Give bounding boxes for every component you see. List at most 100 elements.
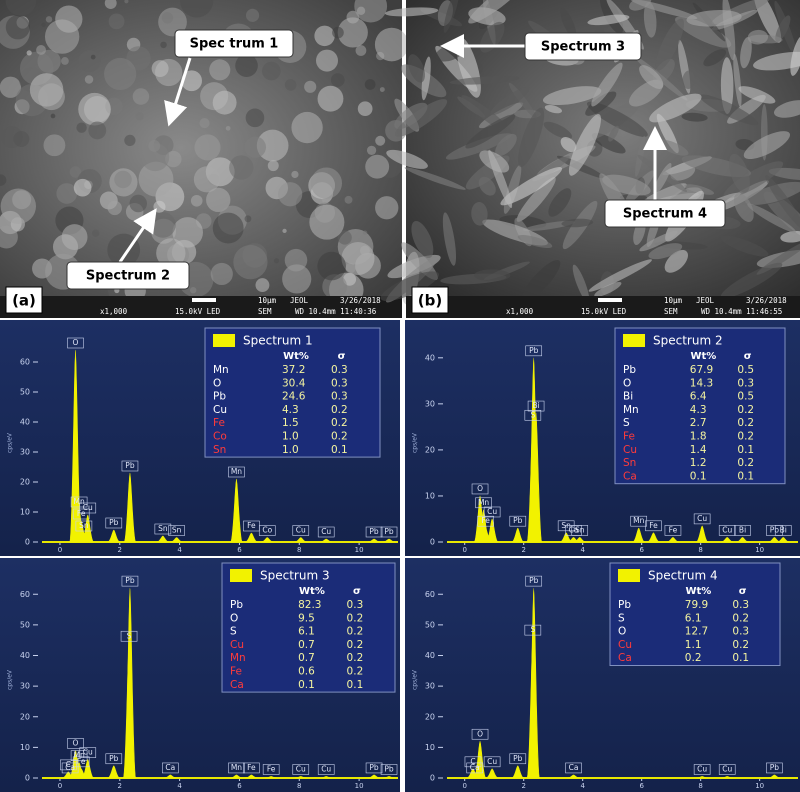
peak-label: Cu <box>83 503 93 512</box>
y-tick-label: 10 <box>20 743 30 752</box>
peak-label: Pb <box>513 754 523 763</box>
table-header: σ <box>338 351 346 362</box>
wt-value: 0.2 <box>685 652 702 664</box>
y-tick-label: 20 <box>425 445 435 454</box>
peak-label: O <box>477 484 483 493</box>
element: Mn <box>623 404 639 416</box>
x-tick-label: 4 <box>177 546 182 554</box>
element: Mn <box>213 364 229 376</box>
sigma-value: 0.2 <box>347 652 364 664</box>
texture <box>136 112 144 120</box>
wt-value: 12.7 <box>685 626 708 638</box>
peak-label: Cu <box>296 764 306 773</box>
sigma-value: 0.3 <box>347 599 364 611</box>
y-tick-label: 40 <box>425 353 435 362</box>
x-tick-label: 8 <box>297 546 301 554</box>
element: Fe <box>213 417 225 429</box>
peak-label: S <box>530 410 535 419</box>
element: Pb <box>623 364 636 376</box>
peak-label: Pb <box>384 764 394 773</box>
texture <box>229 155 253 179</box>
x-tick-label: 8 <box>698 782 702 790</box>
texture <box>44 134 66 156</box>
info-text: 10µm <box>258 296 277 305</box>
x-tick-label: 2 <box>118 782 122 790</box>
table-title: Spectrum 1 <box>243 334 313 348</box>
texture <box>363 230 367 234</box>
sigma-value: 0.2 <box>737 404 754 416</box>
y-tick-label: 40 <box>20 418 30 427</box>
texture <box>133 88 150 105</box>
element: Ca <box>618 652 632 664</box>
legend-swatch <box>618 569 640 582</box>
sigma-value: 0.2 <box>737 457 754 469</box>
info-text: JEOL <box>696 296 715 305</box>
peak-label: S <box>127 631 132 640</box>
texture <box>375 28 409 62</box>
sigma-value: 0.2 <box>331 404 348 416</box>
texture <box>274 258 279 263</box>
wt-value: 6.4 <box>690 391 707 403</box>
peak-label: Fe <box>669 525 678 534</box>
texture <box>332 27 344 39</box>
peak-label: Pb <box>109 754 119 763</box>
element: Ca <box>230 679 244 691</box>
sigma-value: 0.2 <box>331 431 348 443</box>
wt-value: 2.7 <box>690 417 707 429</box>
texture <box>160 42 166 48</box>
info-text: SEM <box>258 307 272 316</box>
x-tick-label: 6 <box>237 546 242 554</box>
texture <box>357 7 365 15</box>
y-tick-label: 10 <box>425 491 435 500</box>
texture <box>345 196 353 204</box>
scale-bar <box>598 298 622 302</box>
element: Cu <box>230 639 244 651</box>
wt-value: 1.4 <box>690 444 707 456</box>
texture <box>365 79 376 90</box>
element: Pb <box>618 599 631 611</box>
y-tick-label: 0 <box>25 774 30 783</box>
sigma-value: 0.1 <box>737 444 754 456</box>
y-tick-label: 60 <box>20 358 30 367</box>
info-text: 15.0kV LED <box>175 307 221 316</box>
wt-value: 4.3 <box>282 404 299 416</box>
sigma-value: 0.5 <box>737 391 754 403</box>
texture <box>51 114 56 119</box>
y-tick-label: 0 <box>430 774 435 783</box>
sigma-value: 0.2 <box>347 666 364 678</box>
x-tick-label: 0 <box>462 546 466 554</box>
peak-label: O <box>477 729 483 738</box>
callout-label: Spectrum 2 <box>86 269 170 284</box>
peak-label: Cu <box>296 526 306 535</box>
peak-label: Sn <box>158 524 168 533</box>
wt-value: 24.6 <box>282 391 306 403</box>
info-text: WD 10.4mm 11:40:36 <box>295 307 377 316</box>
page: 10µmJEOL3/26/2018x1,00015.0kV LEDSEMWD 1… <box>0 0 800 792</box>
wt-value: 0.7 <box>298 639 315 651</box>
info-text: 3/26/2018 <box>746 296 787 305</box>
texture <box>88 121 106 139</box>
peak-label: Fe <box>481 516 490 525</box>
y-tick-label: 60 <box>425 590 435 599</box>
x-tick-label: 2 <box>118 546 122 554</box>
wt-value: 79.9 <box>685 599 708 611</box>
wt-value: 4.3 <box>690 404 707 416</box>
y-tick-label: 60 <box>20 590 30 599</box>
y-tick-label: 40 <box>425 651 435 660</box>
texture <box>6 15 30 39</box>
element: O <box>618 626 626 638</box>
info-text: JEOL <box>290 296 309 305</box>
peak-label: Bi <box>780 525 787 534</box>
element: Ca <box>623 470 637 482</box>
x-tick-label: 2 <box>521 782 525 790</box>
peak-label: Co <box>262 526 272 535</box>
element: Sn <box>623 457 636 469</box>
y-tick-label: 20 <box>425 712 435 721</box>
texture <box>213 91 237 115</box>
sigma-value: 0.3 <box>331 377 348 389</box>
texture <box>36 45 46 55</box>
texture <box>13 131 29 147</box>
texture <box>314 26 334 46</box>
y-tick-label: 30 <box>20 682 30 691</box>
x-tick-label: 6 <box>639 546 644 554</box>
